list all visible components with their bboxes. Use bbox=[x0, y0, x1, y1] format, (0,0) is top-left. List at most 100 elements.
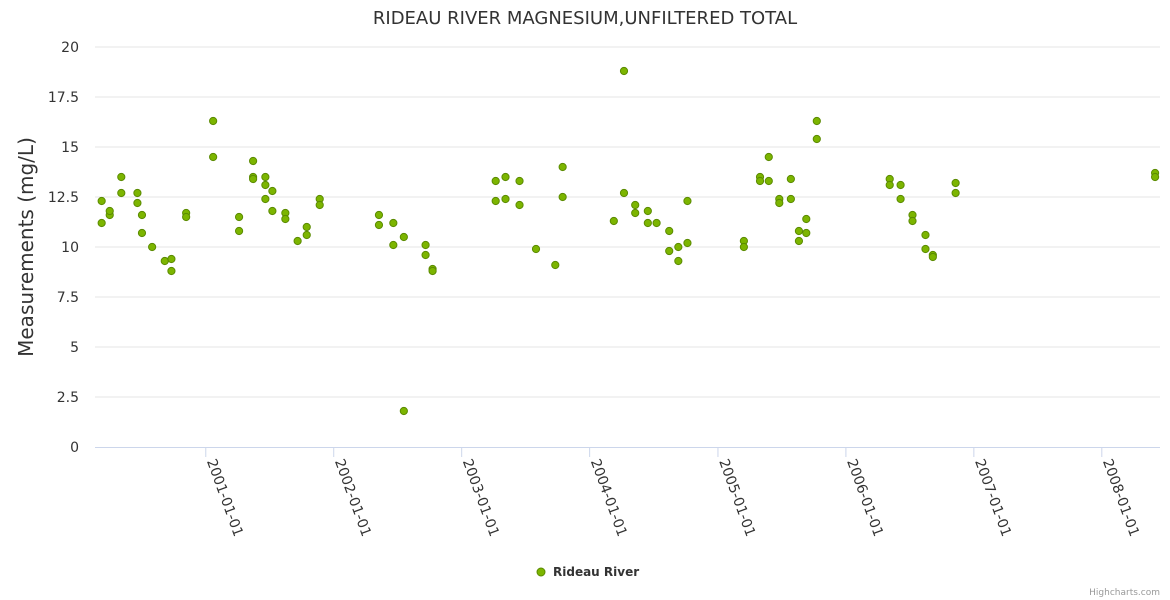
data-point[interactable] bbox=[167, 254, 176, 264]
gridlines bbox=[95, 46, 1160, 398]
data-point[interactable] bbox=[609, 216, 618, 226]
data-point[interactable] bbox=[137, 228, 147, 238]
data-point[interactable] bbox=[234, 212, 244, 222]
data-point[interactable] bbox=[209, 152, 218, 162]
y-tick-label: 15 bbox=[61, 140, 79, 156]
data-point[interactable] bbox=[182, 212, 191, 222]
x-tick-label: 2003-01-01 bbox=[459, 457, 502, 539]
data-point[interactable] bbox=[928, 252, 937, 262]
data-point[interactable] bbox=[117, 172, 126, 182]
data-point[interactable] bbox=[97, 218, 106, 228]
x-tick-label: 2008-01-01 bbox=[1099, 457, 1142, 539]
data-point[interactable] bbox=[896, 194, 905, 204]
data-point[interactable] bbox=[786, 174, 795, 184]
data-point[interactable] bbox=[794, 236, 804, 246]
data-point[interactable] bbox=[491, 196, 500, 206]
data-point[interactable] bbox=[619, 66, 629, 76]
data-point[interactable] bbox=[683, 196, 692, 206]
data-point[interactable] bbox=[281, 214, 290, 224]
data-point[interactable] bbox=[167, 266, 176, 276]
data-point[interactable] bbox=[921, 230, 930, 240]
data-point[interactable] bbox=[249, 156, 258, 166]
data-point[interactable] bbox=[674, 256, 683, 266]
data-point[interactable] bbox=[643, 218, 652, 228]
data-point[interactable] bbox=[148, 242, 157, 252]
data-point[interactable] bbox=[515, 200, 524, 210]
data-point[interactable] bbox=[674, 242, 683, 252]
data-point[interactable] bbox=[515, 176, 524, 186]
x-tick-label: 2001-01-01 bbox=[203, 457, 246, 539]
data-point[interactable] bbox=[885, 180, 894, 190]
data-point[interactable] bbox=[421, 240, 430, 250]
data-point[interactable] bbox=[105, 206, 114, 216]
data-point[interactable] bbox=[133, 188, 142, 198]
data-point[interactable] bbox=[399, 232, 408, 242]
data-point[interactable] bbox=[802, 228, 811, 238]
data-point[interactable] bbox=[812, 134, 821, 144]
data-point[interactable] bbox=[951, 178, 960, 188]
data-point[interactable] bbox=[908, 216, 917, 226]
data-point[interactable] bbox=[302, 222, 311, 232]
data-point[interactable] bbox=[764, 152, 773, 162]
data-point[interactable] bbox=[775, 198, 784, 208]
data-point[interactable] bbox=[374, 220, 384, 230]
y-tick-label: 5 bbox=[70, 340, 79, 356]
data-point[interactable] bbox=[531, 244, 541, 254]
data-point[interactable] bbox=[551, 260, 560, 270]
x-tick-label: 2005-01-01 bbox=[715, 457, 758, 539]
data-point[interactable] bbox=[268, 206, 277, 216]
data-point[interactable] bbox=[665, 226, 674, 236]
data-point[interactable] bbox=[558, 162, 567, 172]
data-point[interactable] bbox=[786, 194, 795, 204]
data-point[interactable] bbox=[261, 180, 270, 190]
data-point[interactable] bbox=[209, 116, 218, 126]
data-point[interactable] bbox=[160, 256, 169, 266]
data-point[interactable] bbox=[399, 406, 408, 416]
legend[interactable]: Rideau River bbox=[536, 565, 639, 579]
data-point[interactable] bbox=[293, 236, 302, 246]
data-point[interactable] bbox=[652, 218, 661, 228]
data-point[interactable] bbox=[117, 188, 126, 198]
data-point[interactable] bbox=[764, 176, 773, 186]
y-tick-label: 10 bbox=[61, 240, 79, 256]
data-point[interactable] bbox=[896, 180, 905, 190]
data-point[interactable] bbox=[133, 198, 142, 208]
data-point[interactable] bbox=[315, 200, 324, 210]
x-axis-ticks: 2001-01-01 2002-01-01 2003-01-01 2004-01-01… bbox=[203, 447, 1142, 539]
data-point[interactable] bbox=[501, 172, 510, 182]
data-point[interactable] bbox=[268, 186, 277, 196]
data-point[interactable] bbox=[1150, 172, 1160, 182]
data-point[interactable] bbox=[558, 192, 567, 202]
legend-label[interactable]: Rideau River bbox=[553, 565, 639, 579]
data-point[interactable] bbox=[234, 226, 244, 236]
data-point[interactable] bbox=[428, 266, 437, 276]
data-point[interactable] bbox=[374, 210, 384, 220]
data-point[interactable] bbox=[683, 238, 692, 248]
data-point[interactable] bbox=[249, 174, 258, 184]
data-point[interactable] bbox=[302, 230, 311, 240]
data-point[interactable] bbox=[261, 194, 270, 204]
data-point[interactable] bbox=[951, 188, 960, 198]
data-point[interactable] bbox=[755, 176, 765, 186]
data-point[interactable] bbox=[812, 116, 821, 126]
data-point[interactable] bbox=[137, 210, 147, 220]
data-point[interactable] bbox=[491, 176, 500, 186]
data-point[interactable] bbox=[802, 214, 811, 224]
data-point[interactable] bbox=[261, 172, 270, 182]
data-point[interactable] bbox=[619, 188, 629, 198]
x-tick-label: 2007-01-01 bbox=[971, 457, 1014, 539]
data-point[interactable] bbox=[631, 208, 640, 218]
data-point[interactable] bbox=[643, 206, 652, 216]
data-point[interactable] bbox=[501, 194, 510, 204]
data-point[interactable] bbox=[421, 250, 430, 260]
data-point[interactable] bbox=[665, 246, 674, 256]
data-point[interactable] bbox=[97, 196, 106, 206]
data-point[interactable] bbox=[739, 242, 748, 252]
data-point[interactable] bbox=[389, 240, 398, 250]
data-point[interactable] bbox=[921, 244, 930, 254]
data-point[interactable] bbox=[794, 226, 804, 236]
chart-title: RIDEAU RIVER MAGNESIUM,UNFILTERED TOTAL bbox=[373, 8, 797, 29]
data-point[interactable] bbox=[631, 200, 640, 210]
data-point[interactable] bbox=[389, 218, 398, 228]
credit-text[interactable]: Highcharts.com bbox=[1089, 588, 1160, 598]
